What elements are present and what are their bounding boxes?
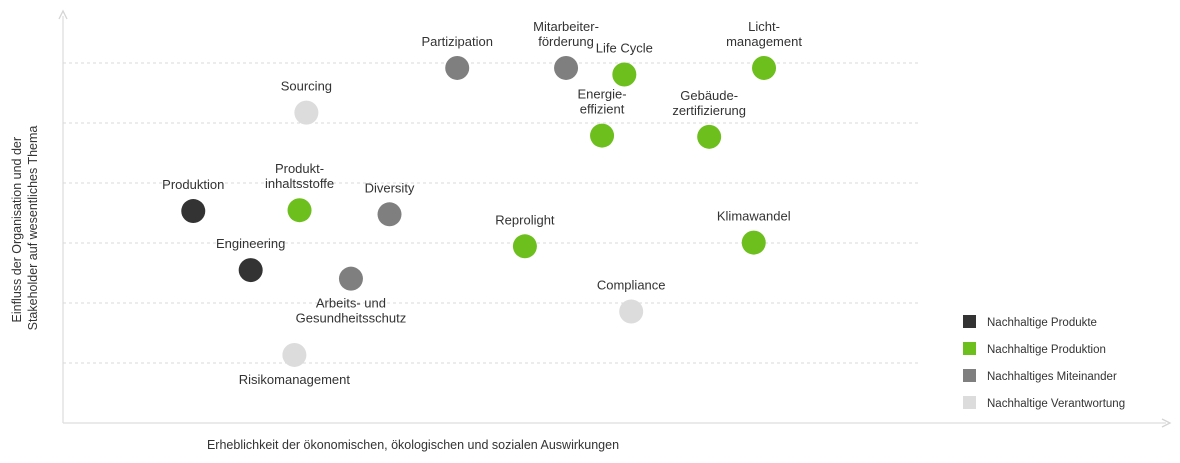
data-label: Arbeits- und: [316, 296, 386, 311]
data-point: [697, 124, 722, 149]
data-label: Klimawandel: [717, 209, 791, 224]
grid-lines: [63, 62, 920, 364]
data-point: [338, 266, 363, 291]
data-label: Produktion: [162, 177, 224, 192]
data-point-group: Risikomanagement: [239, 342, 351, 387]
data-point-group: Life Cycle: [596, 41, 653, 87]
y-axis-label-line: Stakeholder auf wesentliches Thema: [26, 126, 40, 331]
legend-swatch: [963, 369, 976, 382]
data-point-group: Compliance: [597, 277, 666, 324]
data-point-group: Energie-effizient: [577, 87, 627, 148]
data-point: [181, 199, 206, 224]
data-label: Licht-: [748, 19, 780, 34]
data-point: [377, 202, 402, 227]
data-label: Engineering: [216, 236, 285, 251]
data-point-group: Licht-management: [726, 19, 802, 80]
legend-swatch: [963, 342, 976, 355]
data-point: [445, 55, 470, 80]
legend-label: Nachhaltige Produktion: [987, 344, 1106, 356]
data-point: [287, 198, 312, 223]
legend-item: Nachhaltiges Miteinander: [963, 369, 1117, 383]
data-point: [554, 55, 579, 80]
data-point: [282, 342, 307, 367]
data-label: Produkt-: [275, 161, 324, 176]
legend: Nachhaltige Produkte Nachhaltige Produkti…: [963, 315, 1125, 410]
data-point-group: Sourcing: [281, 79, 332, 125]
data-label: Gebäude-: [680, 88, 738, 103]
data-point: [612, 62, 637, 87]
data-points: Partizipation Mitarbeiter-förderung Life C…: [162, 19, 802, 387]
data-label: Compliance: [597, 277, 666, 292]
data-point-group: Produkt-inhaltsstoffe: [265, 161, 334, 223]
data-label: Risikomanagement: [239, 372, 351, 387]
x-axis-arrow-icon: [1161, 418, 1172, 428]
data-label: Life Cycle: [596, 41, 653, 56]
legend-item: Nachhaltige Verantwortung: [963, 396, 1125, 410]
data-point: [294, 100, 319, 125]
data-label: Partizipation: [421, 34, 493, 49]
data-label: Mitarbeiter-: [533, 19, 599, 34]
data-point-group: Mitarbeiter-förderung: [533, 19, 599, 80]
data-point-group: Produktion: [162, 177, 224, 224]
data-label: zertifizierung: [672, 103, 746, 118]
legend-label: Nachhaltige Verantwortung: [987, 398, 1125, 410]
legend-label: Nachhaltige Produkte: [987, 317, 1097, 329]
data-point-group: Klimawandel: [717, 209, 791, 255]
data-label: Energie-: [577, 87, 626, 102]
legend-item: Nachhaltige Produktion: [963, 342, 1106, 356]
data-label: förderung: [538, 34, 594, 49]
legend-swatch: [963, 396, 976, 409]
data-point: [752, 55, 777, 80]
y-axis-label: Einfluss der Organisation und der Stakeh…: [10, 126, 40, 331]
data-point-group: Reprolight: [495, 212, 555, 259]
y-axis-label-line: Einfluss der Organisation und der: [10, 137, 24, 323]
data-label: Sourcing: [281, 79, 332, 94]
data-point: [741, 230, 766, 255]
data-point-group: Diversity: [365, 180, 415, 227]
data-label: effizient: [580, 102, 625, 117]
data-point-group: Engineering: [216, 236, 285, 283]
data-point: [238, 258, 263, 283]
y-axis-arrow-icon: [58, 9, 68, 20]
legend-item: Nachhaltige Produkte: [963, 315, 1097, 329]
data-point-group: Partizipation: [421, 34, 493, 80]
data-label: Diversity: [365, 180, 415, 195]
data-point: [512, 234, 537, 259]
legend-label: Nachhaltiges Miteinander: [987, 371, 1117, 383]
data-label: management: [726, 34, 802, 49]
data-point: [619, 299, 644, 324]
axes: [58, 9, 1172, 428]
x-axis-label: Erheblichkeit der ökonomischen, ökologis…: [207, 438, 619, 452]
data-point-group: Gebäude-zertifizierung: [672, 88, 746, 149]
data-label: Gesundheitsschutz: [296, 311, 407, 326]
data-label: inhaltsstoffe: [265, 176, 334, 191]
legend-swatch: [963, 315, 976, 328]
data-point: [590, 123, 615, 148]
data-label: Reprolight: [495, 212, 555, 227]
